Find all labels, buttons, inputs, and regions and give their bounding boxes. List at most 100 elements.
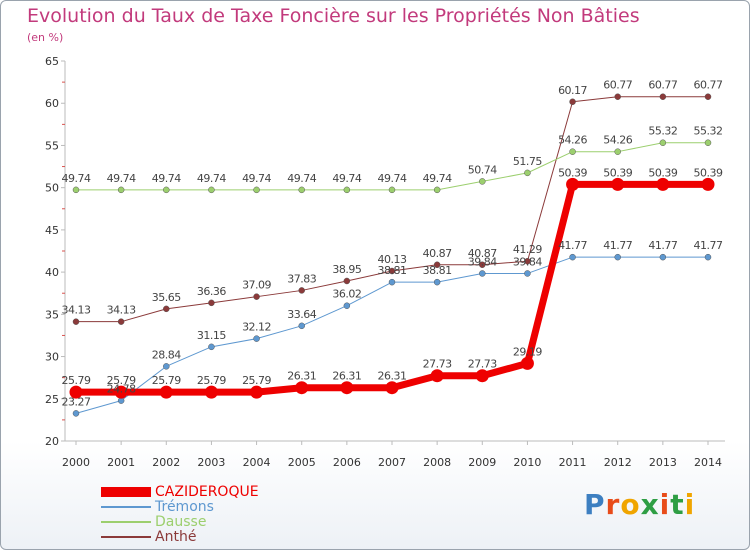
x-tick-label: 2007	[378, 456, 406, 469]
data-point	[343, 186, 351, 194]
data-point	[159, 385, 173, 399]
y-tick-label: 35	[45, 308, 59, 321]
data-label: 27.73	[423, 358, 452, 371]
data-point	[117, 186, 125, 194]
data-label: 41.29	[513, 243, 542, 256]
x-tick-label: 2006	[333, 456, 361, 469]
data-point	[340, 381, 354, 395]
data-label: 23.27	[62, 395, 91, 408]
data-point	[701, 177, 715, 191]
data-point	[659, 93, 667, 100]
data-point	[614, 93, 621, 100]
legend-label: Anthé	[155, 529, 197, 545]
data-label: 49.74	[287, 172, 316, 185]
data-point	[433, 278, 441, 286]
data-point	[295, 381, 309, 395]
data-point	[569, 148, 576, 155]
y-tick-label: 60	[45, 97, 59, 110]
data-label: 60.77	[603, 79, 632, 92]
data-point	[253, 335, 260, 342]
x-tick-label: 2005	[288, 456, 316, 469]
data-label: 38.81	[378, 264, 407, 277]
x-tick-label: 2000	[62, 456, 90, 469]
x-tick-label: 2008	[423, 456, 451, 469]
data-point	[524, 257, 531, 265]
data-label: 26.31	[287, 370, 316, 383]
data-label: 41.77	[648, 239, 677, 252]
data-label: 32.12	[242, 321, 271, 334]
data-label: 25.79	[197, 374, 226, 387]
data-label: 41.77	[558, 239, 587, 252]
data-point	[72, 410, 80, 417]
data-point	[343, 277, 351, 285]
data-point	[524, 169, 531, 177]
data-point	[614, 148, 621, 155]
data-point	[298, 287, 305, 294]
data-point	[250, 385, 264, 399]
data-point	[163, 186, 170, 194]
data-point	[204, 385, 218, 399]
legend-label: Trémons	[155, 499, 214, 515]
data-point	[430, 369, 444, 383]
data-label: 60.77	[694, 79, 723, 92]
data-label: 60.17	[558, 84, 587, 97]
data-point	[479, 178, 486, 185]
data-point	[611, 177, 625, 191]
data-label: 40.13	[378, 253, 407, 266]
data-label: 34.13	[107, 304, 136, 317]
legend-swatch	[101, 487, 151, 497]
logo-letter: i	[684, 488, 696, 521]
chart-title: Evolution du Taux de Taxe Foncière sur l…	[27, 5, 640, 27]
data-label: 41.77	[603, 239, 632, 252]
x-tick-label: 2013	[649, 456, 677, 469]
data-label: 33.64	[287, 308, 316, 321]
y-tick-label: 30	[45, 351, 59, 364]
x-tick-label: 2011	[559, 456, 587, 469]
data-point	[479, 270, 486, 277]
data-label: 39.84	[513, 255, 542, 268]
data-point	[659, 253, 667, 261]
data-label: 35.65	[152, 291, 181, 304]
data-label: 50.39	[603, 166, 632, 179]
logo-letter: P	[584, 488, 606, 521]
data-point	[69, 385, 83, 399]
data-label: 50.74	[468, 163, 497, 176]
data-label: 26.31	[378, 370, 407, 383]
x-tick-label: 2010	[513, 456, 541, 469]
data-point	[433, 261, 441, 269]
proxiti-logo: Proxiti	[584, 488, 695, 521]
data-label: 27.73	[468, 358, 497, 371]
data-label: 34.13	[62, 304, 91, 317]
x-tick-label: 2002	[152, 456, 180, 469]
data-point	[208, 186, 215, 194]
data-point	[566, 177, 580, 191]
data-label: 31.15	[197, 329, 226, 342]
legend-swatch	[101, 521, 151, 523]
y-tick-label: 65	[45, 55, 59, 68]
legend-swatch	[101, 536, 151, 538]
data-label: 40.87	[468, 247, 497, 260]
data-label: 54.26	[558, 134, 587, 147]
data-label: 50.39	[648, 166, 677, 179]
data-point	[569, 253, 576, 261]
data-point	[253, 186, 260, 194]
data-point	[114, 385, 128, 399]
data-point	[208, 299, 215, 307]
data-point	[479, 261, 486, 269]
legend-swatch	[101, 506, 151, 508]
data-point	[704, 139, 712, 146]
data-label: 55.32	[694, 125, 723, 138]
data-label: 25.79	[107, 374, 136, 387]
data-point	[163, 305, 170, 313]
data-point	[72, 318, 80, 325]
data-label: 50.39	[694, 166, 723, 179]
data-label: 40.87	[423, 247, 452, 260]
data-label: 25.79	[62, 374, 91, 387]
data-label: 41.77	[694, 239, 723, 252]
data-label: 50.39	[558, 166, 587, 179]
data-point	[117, 318, 125, 325]
x-tick-label: 2014	[694, 456, 722, 469]
data-label: 38.95	[332, 263, 361, 276]
